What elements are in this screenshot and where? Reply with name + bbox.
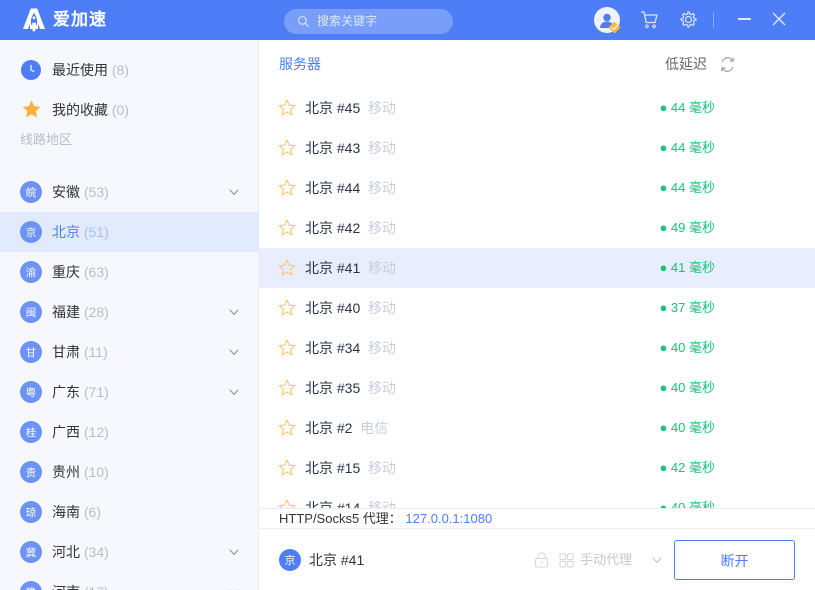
- svg-text:闽: 闽: [26, 306, 37, 319]
- svg-text:豫: 豫: [26, 586, 37, 590]
- svg-text:冀: 冀: [26, 546, 37, 559]
- svg-text:粤: 粤: [26, 386, 37, 399]
- svg-text:皖: 皖: [26, 186, 37, 199]
- svg-text:甘: 甘: [26, 346, 37, 359]
- svg-text:京: 京: [285, 553, 296, 567]
- svg-text:贵: 贵: [26, 466, 37, 479]
- svg-text:琼: 琼: [26, 506, 37, 519]
- svg-text:桂: 桂: [26, 426, 37, 439]
- svg-text:渝: 渝: [26, 266, 37, 279]
- svg-text:京: 京: [26, 226, 37, 239]
